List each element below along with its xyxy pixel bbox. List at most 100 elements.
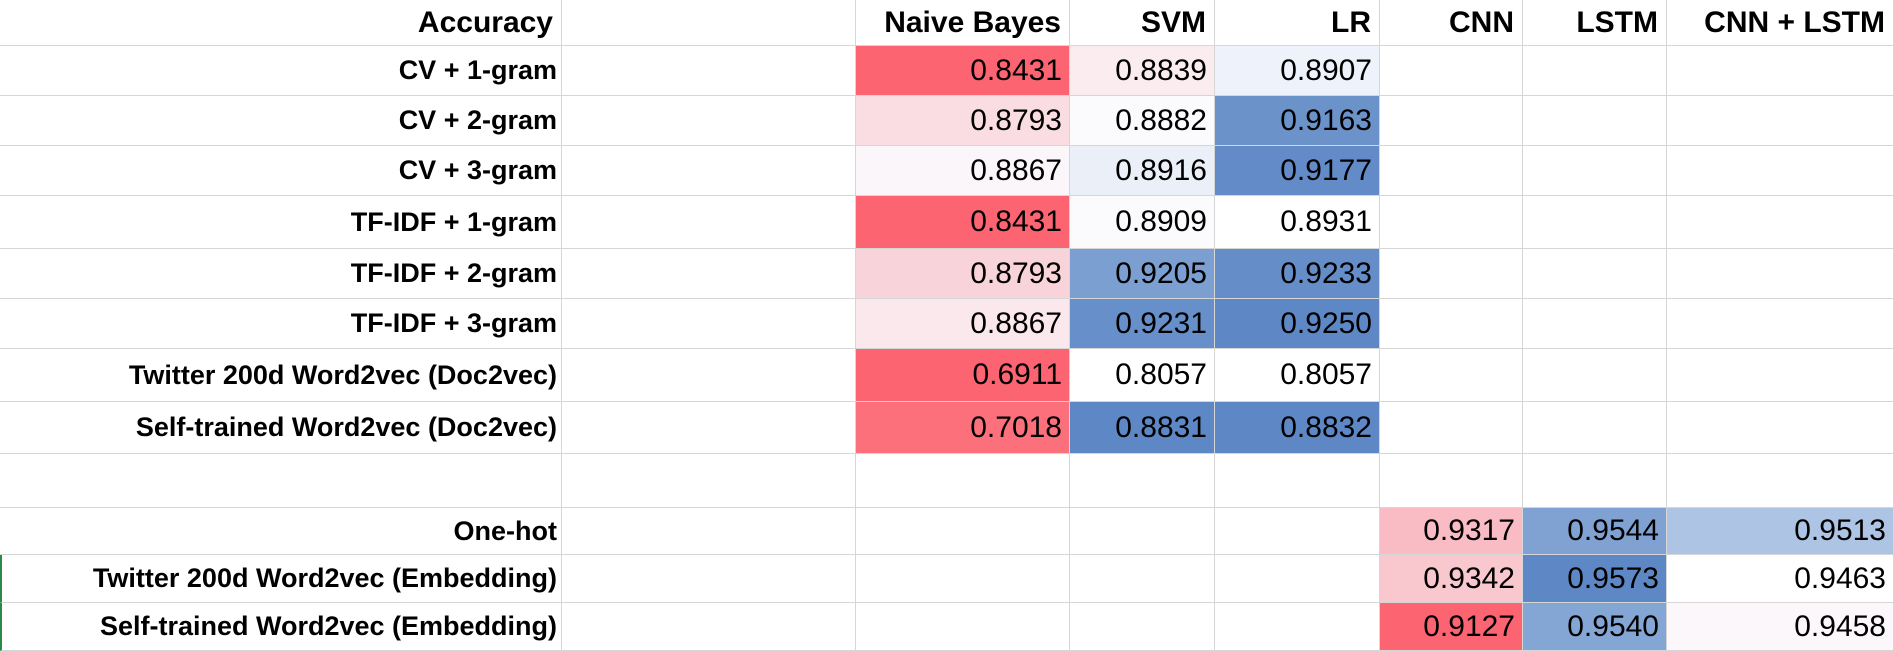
- value-cell-lr[interactable]: 0.9250: [1215, 299, 1380, 349]
- value-cell-svm[interactable]: 0.8882: [1070, 96, 1215, 146]
- value-cell-cnn[interactable]: 0.9317: [1380, 508, 1523, 555]
- value-cell-svm[interactable]: 0.8916: [1070, 146, 1215, 196]
- value-cell-svm[interactable]: [1070, 508, 1215, 555]
- value-cell-naive-bayes[interactable]: 0.8867: [856, 146, 1070, 196]
- value-cell-cnn-lstm[interactable]: 0.9458: [1667, 603, 1894, 651]
- value-cell-cnn[interactable]: [1380, 454, 1523, 508]
- value-cell-lstm[interactable]: [1523, 349, 1667, 402]
- spacer-cell[interactable]: [562, 146, 856, 196]
- value-cell-lstm[interactable]: 0.9573: [1523, 555, 1667, 603]
- value-cell-cnn[interactable]: [1380, 402, 1523, 454]
- value-cell-naive-bayes[interactable]: 0.8793: [856, 249, 1070, 299]
- value-cell-cnn-lstm[interactable]: [1667, 46, 1894, 96]
- value-cell-cnn-lstm[interactable]: [1667, 146, 1894, 196]
- value-cell-naive-bayes[interactable]: [856, 603, 1070, 651]
- column-header-svm[interactable]: SVM: [1070, 0, 1215, 46]
- spacer-cell[interactable]: [562, 46, 856, 96]
- value-cell-cnn-lstm[interactable]: [1667, 454, 1894, 508]
- value-cell-cnn-lstm[interactable]: 0.9513: [1667, 508, 1894, 555]
- value-cell-cnn-lstm[interactable]: [1667, 299, 1894, 349]
- row-label-cell[interactable]: Self-trained Word2vec (Doc2vec): [0, 402, 562, 454]
- value-cell-cnn[interactable]: [1380, 196, 1523, 249]
- spacer-cell[interactable]: [562, 402, 856, 454]
- value-cell-naive-bayes[interactable]: 0.6911: [856, 349, 1070, 402]
- value-cell-cnn[interactable]: [1380, 96, 1523, 146]
- value-cell-lr[interactable]: 0.8907: [1215, 46, 1380, 96]
- row-label-cell[interactable]: CV + 2-gram: [0, 96, 562, 146]
- value-cell-lr[interactable]: 0.9163: [1215, 96, 1380, 146]
- value-cell-cnn-lstm[interactable]: 0.9463: [1667, 555, 1894, 603]
- row-label-cell[interactable]: [0, 454, 562, 508]
- value-cell-lr[interactable]: 0.8931: [1215, 196, 1380, 249]
- value-cell-svm[interactable]: [1070, 603, 1215, 651]
- row-label-cell[interactable]: Twitter 200d Word2vec (Embedding): [0, 555, 562, 603]
- value-cell-svm[interactable]: 0.8839: [1070, 46, 1215, 96]
- value-cell-lstm[interactable]: 0.9540: [1523, 603, 1667, 651]
- value-cell-svm[interactable]: 0.9231: [1070, 299, 1215, 349]
- value-cell-lstm[interactable]: [1523, 196, 1667, 249]
- value-cell-lr[interactable]: [1215, 603, 1380, 651]
- row-label-cell[interactable]: CV + 3-gram: [0, 146, 562, 196]
- value-cell-cnn[interactable]: [1380, 46, 1523, 96]
- spacer-cell[interactable]: [562, 508, 856, 555]
- spacer-cell[interactable]: [562, 196, 856, 249]
- value-cell-lr[interactable]: [1215, 508, 1380, 555]
- value-cell-lr[interactable]: [1215, 454, 1380, 508]
- value-cell-naive-bayes[interactable]: 0.8431: [856, 196, 1070, 249]
- value-cell-lr[interactable]: [1215, 555, 1380, 603]
- value-cell-naive-bayes[interactable]: 0.8793: [856, 96, 1070, 146]
- value-cell-lstm[interactable]: [1523, 96, 1667, 146]
- value-cell-cnn-lstm[interactable]: [1667, 402, 1894, 454]
- value-cell-lr[interactable]: 0.9233: [1215, 249, 1380, 299]
- value-cell-naive-bayes[interactable]: [856, 508, 1070, 555]
- value-cell-cnn[interactable]: [1380, 146, 1523, 196]
- value-cell-lstm[interactable]: [1523, 402, 1667, 454]
- spacer-header-cell[interactable]: [562, 0, 856, 46]
- value-cell-cnn-lstm[interactable]: [1667, 249, 1894, 299]
- value-cell-lstm[interactable]: [1523, 146, 1667, 196]
- value-cell-naive-bayes[interactable]: 0.8431: [856, 46, 1070, 96]
- value-cell-cnn[interactable]: 0.9342: [1380, 555, 1523, 603]
- value-cell-cnn[interactable]: 0.9127: [1380, 603, 1523, 651]
- corner-header-cell[interactable]: Accuracy: [0, 0, 562, 46]
- value-cell-svm[interactable]: 0.8057: [1070, 349, 1215, 402]
- spacer-cell[interactable]: [562, 454, 856, 508]
- row-label-cell[interactable]: Twitter 200d Word2vec (Doc2vec): [0, 349, 562, 402]
- row-label-cell[interactable]: CV + 1-gram: [0, 46, 562, 96]
- value-cell-lr[interactable]: 0.8057: [1215, 349, 1380, 402]
- value-cell-cnn[interactable]: [1380, 299, 1523, 349]
- column-header-naive-bayes[interactable]: Naive Bayes: [856, 0, 1070, 46]
- column-header-cnn[interactable]: CNN: [1380, 0, 1523, 46]
- value-cell-lstm[interactable]: [1523, 249, 1667, 299]
- row-label-cell[interactable]: Self-trained Word2vec (Embedding): [0, 603, 562, 651]
- value-cell-lstm[interactable]: [1523, 299, 1667, 349]
- value-cell-naive-bayes[interactable]: [856, 555, 1070, 603]
- value-cell-cnn-lstm[interactable]: [1667, 96, 1894, 146]
- value-cell-naive-bayes[interactable]: 0.8867: [856, 299, 1070, 349]
- column-header-cnn-lstm[interactable]: CNN + LSTM: [1667, 0, 1894, 46]
- value-cell-cnn[interactable]: [1380, 349, 1523, 402]
- spacer-cell[interactable]: [562, 96, 856, 146]
- spacer-cell[interactable]: [562, 299, 856, 349]
- value-cell-naive-bayes[interactable]: 0.7018: [856, 402, 1070, 454]
- value-cell-cnn-lstm[interactable]: [1667, 196, 1894, 249]
- spacer-cell[interactable]: [562, 349, 856, 402]
- value-cell-svm[interactable]: 0.9205: [1070, 249, 1215, 299]
- row-label-cell[interactable]: TF-IDF + 1-gram: [0, 196, 562, 249]
- value-cell-lstm[interactable]: [1523, 454, 1667, 508]
- value-cell-cnn[interactable]: [1380, 249, 1523, 299]
- spacer-cell[interactable]: [562, 555, 856, 603]
- value-cell-lstm[interactable]: [1523, 46, 1667, 96]
- value-cell-svm[interactable]: [1070, 555, 1215, 603]
- column-header-lr[interactable]: LR: [1215, 0, 1380, 46]
- spacer-cell[interactable]: [562, 249, 856, 299]
- column-header-lstm[interactable]: LSTM: [1523, 0, 1667, 46]
- value-cell-lr[interactable]: 0.8832: [1215, 402, 1380, 454]
- row-label-cell[interactable]: One-hot: [0, 508, 562, 555]
- spacer-cell[interactable]: [562, 603, 856, 651]
- value-cell-cnn-lstm[interactable]: [1667, 349, 1894, 402]
- value-cell-lstm[interactable]: 0.9544: [1523, 508, 1667, 555]
- row-label-cell[interactable]: TF-IDF + 2-gram: [0, 249, 562, 299]
- value-cell-lr[interactable]: 0.9177: [1215, 146, 1380, 196]
- value-cell-svm[interactable]: [1070, 454, 1215, 508]
